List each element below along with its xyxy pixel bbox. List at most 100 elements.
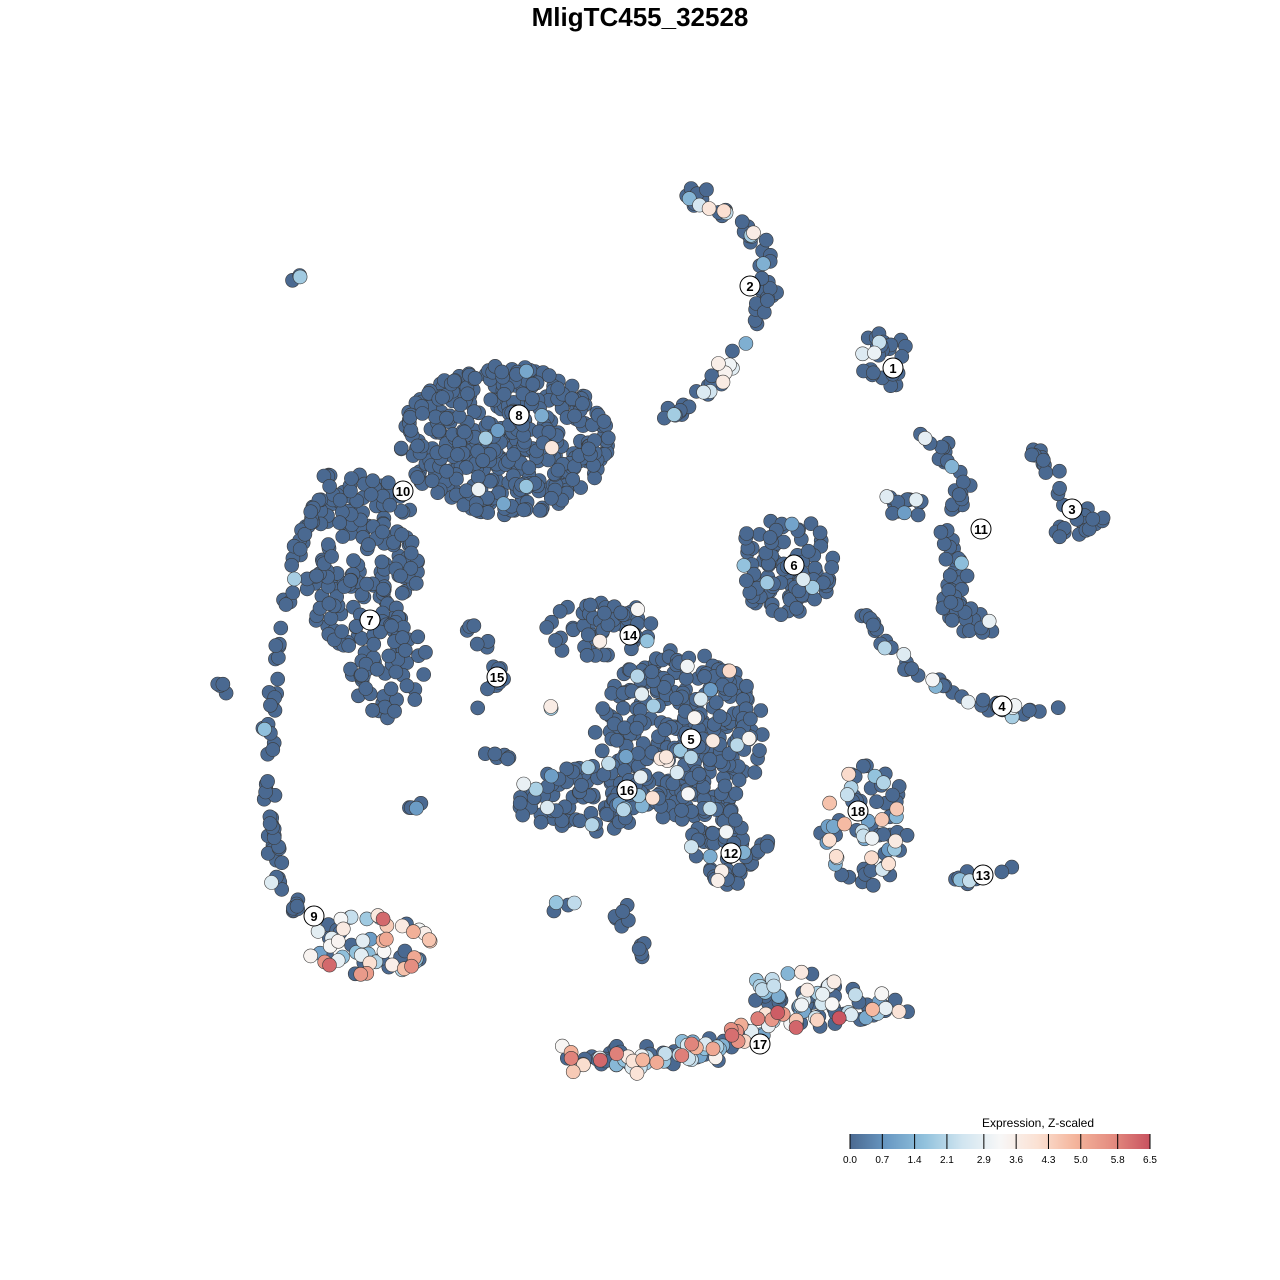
cell-point [268, 638, 284, 653]
cell-point [303, 948, 319, 964]
cluster-label-12: 12 [720, 842, 742, 864]
cell-point [1052, 463, 1067, 479]
cell-point [803, 516, 819, 532]
cell-point [609, 732, 625, 748]
cell-point [630, 668, 645, 684]
cell-point [215, 676, 231, 692]
cell-point [466, 404, 482, 420]
cell-point [944, 459, 960, 474]
cell-point [1085, 511, 1101, 527]
cell-point [731, 772, 747, 788]
cell-point [618, 749, 634, 764]
cell-point [274, 882, 290, 897]
cell-point [284, 557, 300, 573]
cell-point [383, 681, 399, 697]
cell-point [324, 549, 339, 564]
cell-point [395, 630, 410, 646]
cell-point [528, 781, 544, 797]
cell-point [943, 594, 959, 610]
cell-point [639, 633, 655, 649]
cell-point [552, 604, 568, 619]
cell-point [594, 743, 610, 759]
cell-point [799, 982, 815, 998]
cell-point [359, 576, 375, 592]
cell-point [458, 460, 474, 475]
legend-tick-label: 4.3 [1042, 1155, 1056, 1166]
cell-point [874, 986, 890, 1002]
cell-point [384, 618, 399, 634]
cell-point [959, 568, 975, 584]
svg-text:14: 14 [623, 628, 638, 643]
cell-point [795, 572, 811, 587]
cell-point [718, 824, 734, 840]
cell-point [321, 596, 337, 612]
cell-point [669, 765, 685, 780]
cell-point [812, 525, 828, 541]
cell-point [303, 504, 319, 520]
cell-point [955, 474, 971, 490]
cluster-label-15: 15 [486, 666, 508, 688]
cell-point [917, 430, 933, 446]
cell-point [696, 384, 711, 400]
cell-point [365, 703, 380, 718]
cell-point [394, 585, 410, 601]
cell-point [309, 568, 324, 584]
cell-point [470, 700, 486, 716]
cell-point [580, 760, 596, 775]
cell-point [548, 895, 564, 910]
cluster-label-13: 13 [972, 864, 994, 886]
cell-point [646, 698, 661, 714]
cell-point [702, 801, 718, 816]
cluster-label-1: 1 [882, 357, 904, 379]
cell-point [1052, 529, 1067, 545]
cell-point [596, 605, 612, 621]
cell-point [592, 633, 608, 649]
cell-point [865, 1002, 880, 1017]
cell-point [439, 463, 455, 479]
cluster-label-8: 8 [508, 404, 530, 426]
cell-point [657, 722, 673, 738]
cell-point [826, 974, 842, 990]
cell-point [1038, 465, 1054, 480]
cell-point [378, 931, 394, 947]
legend-tick-label: 5.8 [1111, 1155, 1125, 1166]
cell-point [410, 438, 425, 454]
cell-point [756, 256, 771, 272]
svg-text:1: 1 [889, 361, 896, 376]
cell-point [766, 978, 782, 994]
cell-point [580, 627, 596, 643]
cell-point [687, 710, 702, 726]
svg-text:4: 4 [998, 699, 1006, 714]
cell-point [634, 686, 650, 702]
cluster-label-6: 6 [783, 554, 805, 576]
cell-point [544, 768, 559, 784]
cell-point [788, 1020, 804, 1035]
cell-point [674, 1048, 690, 1063]
cell-point [822, 795, 837, 811]
cell-point [354, 667, 369, 683]
cell-point [375, 911, 391, 927]
cell-point [375, 524, 390, 540]
cell-point [629, 720, 645, 736]
cell-point [878, 1001, 894, 1016]
cell-point [567, 408, 582, 424]
cell-point [760, 293, 775, 308]
cell-point [388, 664, 404, 680]
cell-point [725, 343, 740, 359]
legend-colorbar [850, 1134, 1150, 1149]
cell-point [750, 1011, 766, 1027]
cell-point [981, 613, 997, 629]
cell-point [435, 390, 450, 405]
cell-point [679, 658, 695, 674]
cell-point [582, 597, 598, 613]
cell-point [270, 671, 286, 687]
color-legend: Expression, Z-scaled 0.0 0.7 1.4 2.1 2.9 3.6 4… [843, 1116, 1157, 1166]
cell-point [746, 225, 761, 241]
cell-point [658, 749, 674, 765]
cell-point [490, 423, 506, 438]
cell-point [881, 856, 896, 872]
cell-point [865, 877, 881, 893]
cell-point [322, 478, 337, 494]
cell-point [393, 440, 409, 456]
cell-point [699, 182, 714, 197]
